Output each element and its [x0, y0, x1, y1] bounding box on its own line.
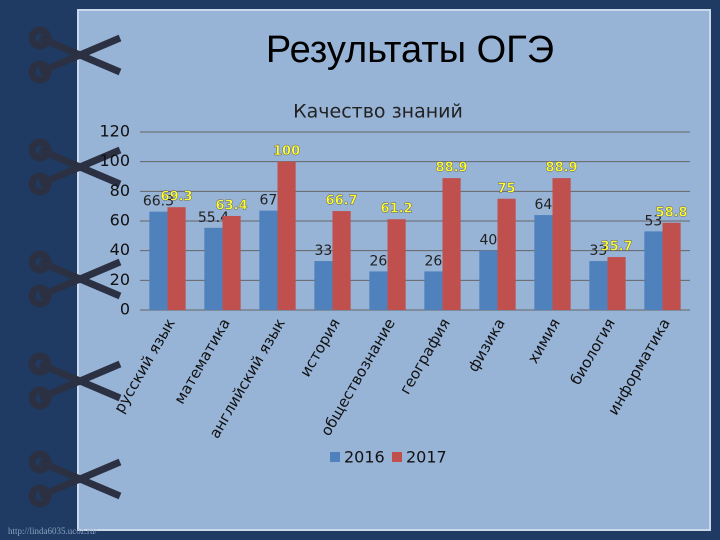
bar	[479, 250, 498, 310]
bar	[534, 215, 553, 310]
y-tick-label: 20	[110, 270, 130, 289]
legend-label: 2016	[344, 448, 385, 467]
value-label: 35.7	[601, 240, 633, 255]
value-label: 75	[498, 181, 516, 196]
bar	[497, 198, 516, 310]
bar	[552, 178, 571, 310]
value-label: 88.9	[436, 161, 468, 176]
value-label: 61.2	[381, 202, 413, 217]
value-label: 33	[315, 243, 333, 259]
value-label: 69.3	[161, 190, 193, 205]
bar	[589, 261, 608, 310]
value-label: 66.7	[326, 194, 358, 209]
value-label: 66.3	[143, 194, 174, 210]
bar	[644, 231, 663, 310]
y-tick-label: 0	[120, 300, 130, 319]
value-label: 53	[645, 213, 663, 229]
lacing	[28, 26, 122, 508]
y-tick-label: 80	[110, 181, 130, 200]
value-label: 67	[260, 193, 278, 209]
y-tick-label: 120	[99, 122, 130, 141]
value-label: 55.4	[198, 210, 229, 226]
bar	[369, 271, 388, 310]
bar	[662, 222, 681, 310]
bar	[204, 227, 223, 310]
value-label: 64	[535, 197, 553, 213]
bar	[607, 257, 626, 310]
bar	[332, 211, 351, 310]
value-label: 26	[425, 253, 443, 269]
footer: http://linda6035.ucoz.ru/	[8, 526, 97, 536]
y-tick-label: 60	[110, 211, 130, 230]
bar	[149, 211, 168, 310]
value-label: 88.9	[546, 161, 578, 176]
y-tick-label: 100	[99, 151, 130, 170]
chart-title: Качество знаний	[293, 101, 463, 123]
bar	[277, 161, 296, 310]
value-label: 100	[273, 144, 300, 159]
value-label: 40	[480, 233, 498, 249]
legend-label: 2017	[406, 448, 447, 467]
bar	[387, 219, 406, 310]
y-tick-label: 40	[110, 240, 130, 259]
legend-swatch	[392, 452, 402, 462]
bar	[314, 261, 333, 310]
bar	[424, 271, 443, 310]
bar	[222, 215, 241, 310]
value-label: 63.4	[216, 198, 248, 213]
bar	[259, 210, 278, 310]
value-label: 26	[370, 253, 388, 269]
bar	[442, 178, 461, 310]
bar	[167, 207, 186, 310]
value-label: 33	[590, 243, 608, 259]
slide-title: Результаты ОГЭ	[266, 29, 554, 71]
legend-swatch	[330, 452, 340, 462]
value-label: 58.8	[656, 205, 688, 220]
